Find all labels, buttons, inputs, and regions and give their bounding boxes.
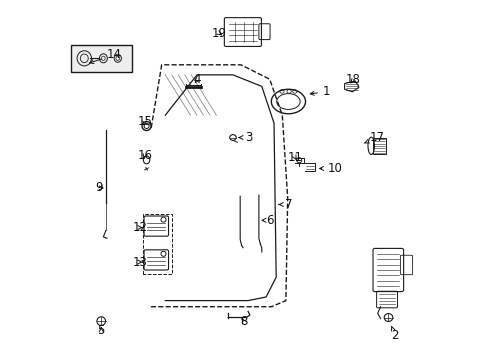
Text: 13: 13: [132, 256, 147, 269]
Text: 10: 10: [319, 162, 342, 175]
Text: 12: 12: [132, 221, 147, 234]
Bar: [373, 138, 385, 154]
Text: 1: 1: [309, 85, 330, 98]
Text: 2: 2: [390, 326, 398, 342]
Text: 3: 3: [239, 131, 252, 144]
Text: 4: 4: [193, 73, 201, 86]
Bar: [71, 45, 132, 72]
Text: 8: 8: [239, 315, 247, 328]
Text: 9: 9: [95, 181, 103, 194]
Text: 19: 19: [211, 27, 226, 40]
Text: 15: 15: [137, 115, 152, 128]
Text: 11: 11: [287, 151, 302, 164]
Text: 6: 6: [262, 214, 273, 227]
Text: 5: 5: [98, 324, 105, 337]
Text: 18: 18: [346, 73, 360, 86]
Text: 7: 7: [279, 198, 292, 211]
Text: 17: 17: [364, 131, 384, 144]
Text: 14: 14: [90, 48, 122, 63]
Text: 16: 16: [137, 149, 152, 162]
